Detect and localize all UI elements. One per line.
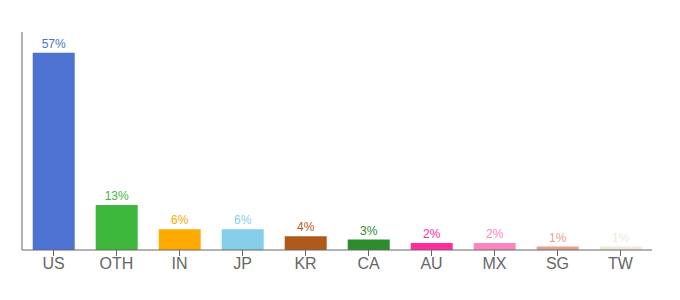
svg-text:KR: KR [294, 255, 316, 272]
svg-text:CA: CA [357, 255, 380, 272]
svg-text:6%: 6% [171, 213, 189, 227]
svg-text:2%: 2% [486, 227, 504, 241]
svg-text:4%: 4% [297, 220, 315, 234]
svg-text:13%: 13% [105, 189, 129, 203]
svg-text:3%: 3% [360, 224, 378, 238]
svg-text:2%: 2% [423, 227, 441, 241]
svg-text:JP: JP [233, 255, 252, 272]
svg-text:AU: AU [420, 255, 442, 272]
svg-text:1%: 1% [549, 231, 567, 245]
svg-text:OTH: OTH [100, 255, 134, 272]
svg-text:TW: TW [608, 255, 634, 272]
svg-text:MX: MX [483, 255, 507, 272]
svg-text:SG: SG [546, 255, 569, 272]
svg-text:1%: 1% [612, 231, 630, 245]
svg-text:IN: IN [172, 255, 188, 272]
svg-text:US: US [42, 255, 64, 272]
svg-text:57%: 57% [42, 37, 66, 51]
svg-text:6%: 6% [234, 213, 252, 227]
